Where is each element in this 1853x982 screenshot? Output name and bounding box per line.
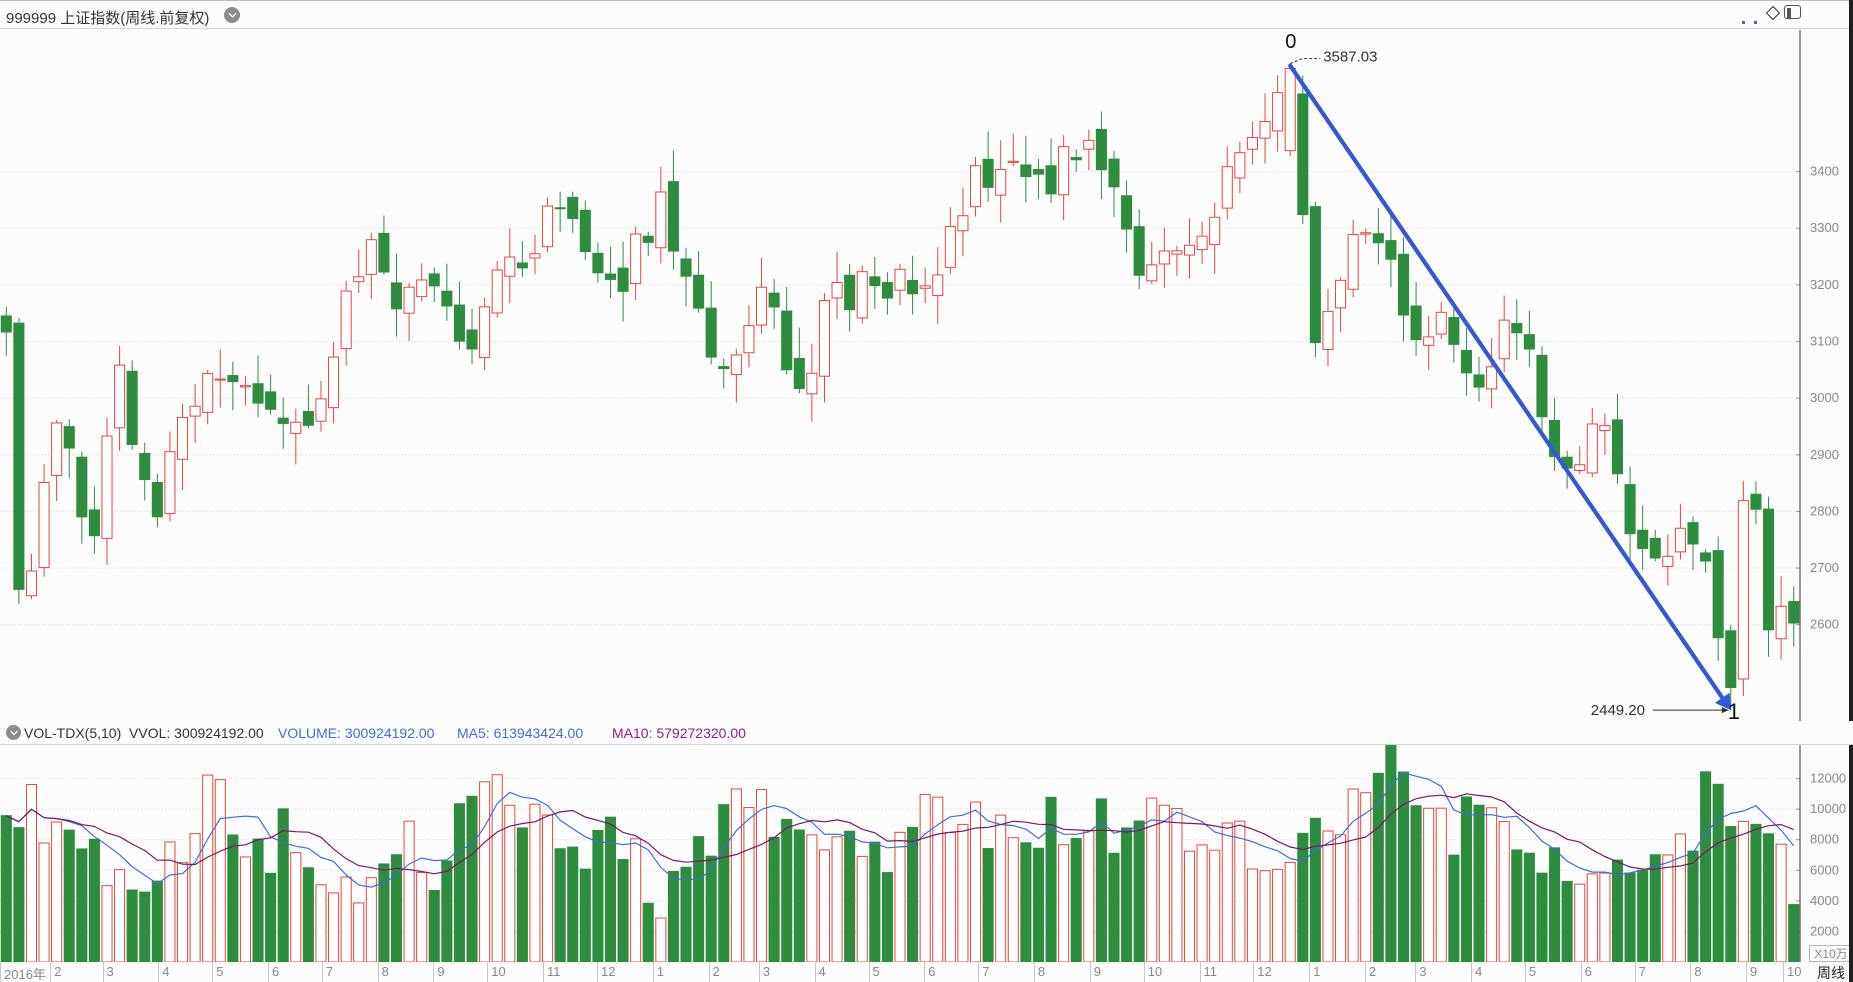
svg-text:10000: 10000	[1810, 801, 1846, 816]
svg-text:2900: 2900	[1810, 447, 1839, 462]
svg-text:2449.20: 2449.20	[1591, 702, 1645, 719]
svg-text:3400: 3400	[1810, 164, 1839, 179]
svg-text:3587.03: 3587.03	[1323, 49, 1377, 66]
svg-text:3300: 3300	[1810, 220, 1839, 235]
svg-text:0: 0	[1285, 31, 1296, 53]
svg-text:2000: 2000	[1810, 923, 1839, 938]
svg-text:2800: 2800	[1810, 503, 1839, 518]
svg-text:4000: 4000	[1810, 893, 1839, 908]
svg-text:12000: 12000	[1810, 771, 1846, 786]
svg-text:6000: 6000	[1810, 862, 1839, 877]
svg-text:3000: 3000	[1810, 390, 1839, 405]
svg-text:2600: 2600	[1810, 617, 1839, 632]
svg-text:3100: 3100	[1810, 334, 1839, 349]
svg-text:3200: 3200	[1810, 277, 1839, 292]
svg-text:8000: 8000	[1810, 832, 1839, 847]
svg-text:2700: 2700	[1810, 560, 1839, 575]
